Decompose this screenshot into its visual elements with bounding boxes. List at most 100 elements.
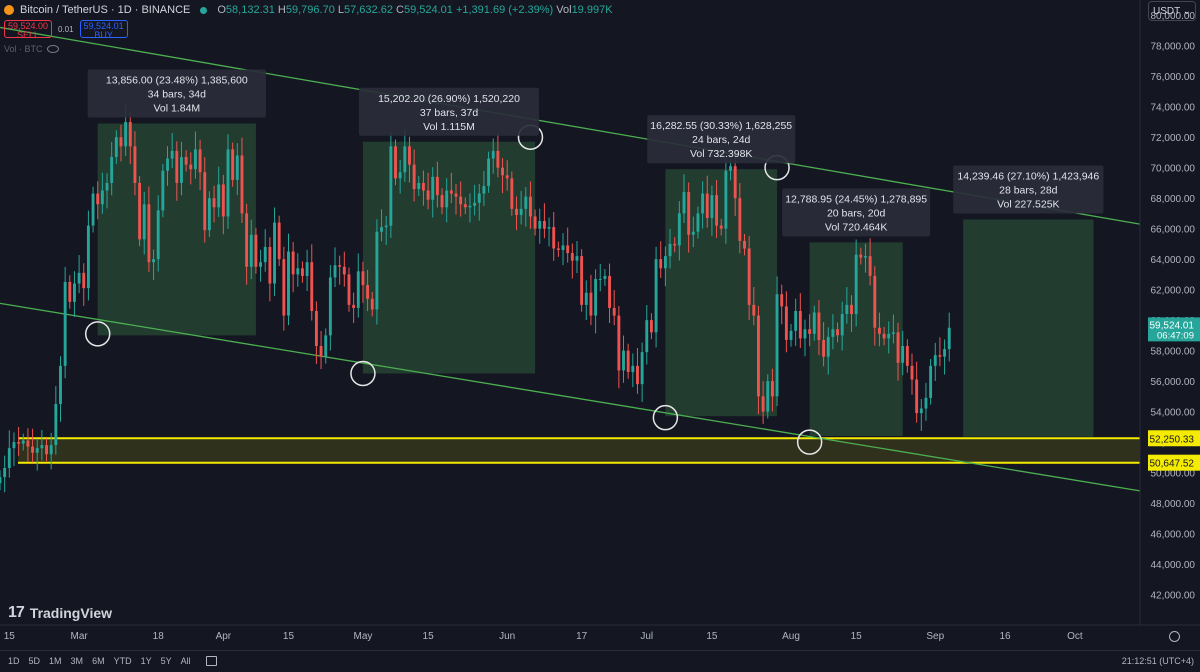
candle-body (440, 195, 444, 208)
candle-body (459, 196, 463, 205)
candle-body (817, 312, 821, 340)
candle-body (49, 445, 53, 455)
level-price-tag (1148, 454, 1200, 471)
candle-body (896, 332, 900, 363)
price-tick-label: 58,000.00 (1151, 347, 1196, 358)
touch-point-circle-6 (796, 429, 823, 455)
candle-body (729, 166, 732, 171)
candle-body (617, 315, 621, 371)
candle-body (291, 251, 295, 275)
candle-body (822, 339, 826, 357)
candle-body (724, 170, 728, 229)
eye-icon[interactable] (46, 45, 59, 53)
candle-body (319, 346, 323, 357)
candle-body (784, 306, 788, 340)
range-button-ytd[interactable]: YTD (113, 656, 132, 666)
candle-body (901, 346, 905, 363)
candle-body (54, 403, 58, 446)
sell-button[interactable]: 59,524.00 SELL (4, 20, 52, 40)
buy-button[interactable]: 59,524.01 BUY (79, 20, 128, 40)
candle-body (356, 271, 360, 308)
range-button-5y[interactable]: 5Y (160, 656, 172, 666)
candle-body (473, 202, 477, 206)
candle-body (180, 157, 183, 183)
measure-label-line: 20 bars, 20d (827, 207, 886, 219)
volume-indicator-legend[interactable]: Vol · BTC (4, 44, 59, 54)
candle-body (287, 251, 290, 316)
candle-body (738, 198, 742, 241)
chevron-down-icon: ⌄ (1182, 5, 1191, 17)
measure-label-line: 16,282.55 (30.33%) 1,628,255 (650, 120, 792, 132)
candle-body (370, 298, 374, 310)
candle-body (933, 355, 937, 366)
candle-body (859, 254, 863, 258)
channel-line-upper (0, 26, 1141, 225)
clock[interactable]: 21:12:51 (UTC+4) (1121, 656, 1194, 666)
time-tick-label: Mar (70, 631, 88, 642)
candle-body (636, 365, 639, 385)
candle-body (891, 332, 895, 334)
candle-body (580, 256, 584, 305)
tradingview-logo[interactable]: 17 TradingView (8, 604, 113, 621)
candle-body (882, 333, 886, 339)
gear-icon[interactable] (1169, 631, 1180, 642)
time-tick-label: 15 (706, 631, 718, 642)
range-button-3m[interactable]: 3M (70, 656, 84, 666)
candle-body (542, 221, 546, 229)
candle-body (794, 310, 798, 331)
candle-body (235, 155, 239, 180)
currency-selector[interactable]: USDT ⌄ (1148, 1, 1196, 21)
candle-body (231, 149, 235, 180)
candle-body (757, 315, 760, 397)
candle-body (138, 182, 142, 240)
candle-body (905, 346, 909, 366)
time-tick-label: Oct (1067, 631, 1083, 642)
candle-body (133, 146, 137, 183)
candle-body (324, 335, 328, 357)
candle-body (743, 240, 746, 249)
candle-body (375, 231, 379, 310)
candle-body (207, 198, 211, 231)
candle-body (45, 445, 48, 455)
last-price-tag (1148, 317, 1200, 342)
measure-box-3 (665, 169, 778, 417)
measure-label-line: Vol 732.398K (690, 148, 752, 160)
candle-body (310, 262, 314, 311)
range-button-1d[interactable]: 1D (8, 656, 20, 666)
volume-value: 19.997K (571, 4, 613, 16)
candle-body (12, 442, 16, 449)
candle-body (91, 193, 95, 226)
price-tick-label: 66,000.00 (1151, 225, 1196, 236)
measure-label-line: Vol 720.464K (825, 221, 887, 233)
candle-body (189, 164, 193, 170)
symbol-title[interactable]: Bitcoin / TetherUS · 1D · BINANCE (20, 4, 191, 16)
candle-body (426, 190, 430, 200)
range-button-all[interactable]: All (180, 656, 191, 666)
candle-body (831, 329, 835, 337)
candle-body (877, 327, 881, 334)
candle-body (147, 204, 151, 263)
range-button-1y[interactable]: 1Y (140, 656, 152, 666)
range-button-5d[interactable]: 5D (28, 656, 41, 666)
symbol-header: Bitcoin / TetherUS · 1D · BINANCE O58,13… (4, 4, 613, 16)
candle-body (435, 176, 439, 196)
candle-body (398, 172, 402, 179)
candle-body (919, 408, 923, 414)
candle-body (626, 350, 630, 372)
candle-body (515, 208, 518, 215)
price-chart[interactable]: 13,856.00 (23.48%) 1,385,600 34 bars, 34d… (0, 0, 1200, 650)
candle-body (645, 320, 649, 353)
candle-body (529, 196, 532, 217)
touch-point-circle-2 (350, 360, 376, 387)
candle-body (622, 350, 625, 371)
candle-body (361, 271, 365, 286)
candle-body (519, 208, 523, 215)
candle-body (840, 314, 844, 336)
time-tick-label: Aug (782, 631, 800, 642)
range-button-1m[interactable]: 1M (49, 656, 62, 666)
range-button-6m[interactable]: 6M (92, 656, 105, 666)
calendar-icon[interactable] (205, 656, 217, 666)
candle-body (35, 448, 39, 453)
candle-body (17, 442, 21, 444)
candle-body (114, 137, 118, 158)
